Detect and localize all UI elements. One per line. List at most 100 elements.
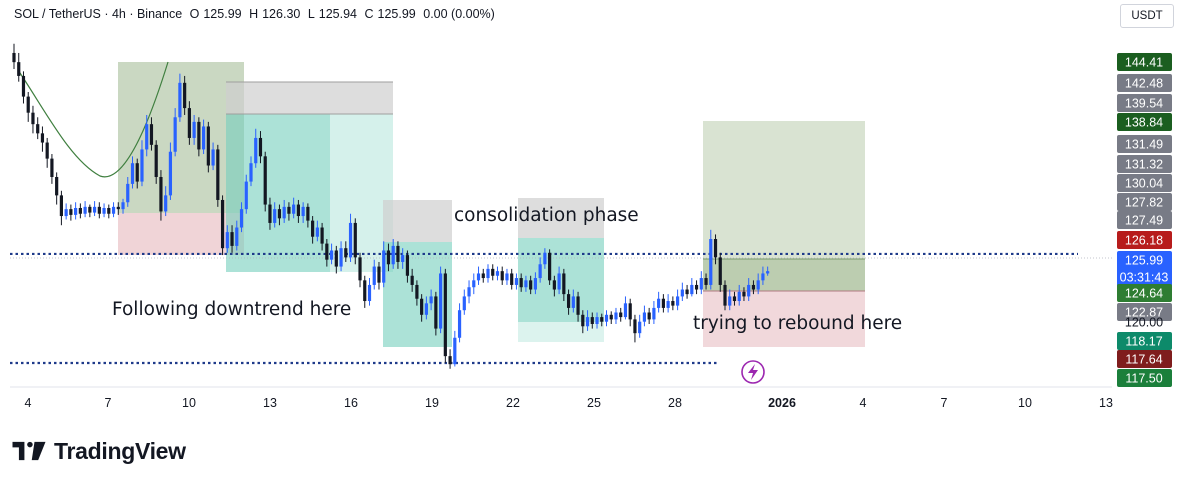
candle-body (230, 232, 234, 246)
tradingview-logo[interactable]: TradingView (12, 436, 186, 466)
candle-body (548, 252, 552, 281)
candle-body (476, 273, 481, 281)
candle-body (500, 271, 504, 281)
price-label: 130.04 (1125, 177, 1163, 191)
close-value: 125.99 (377, 7, 416, 21)
candle-body (652, 307, 656, 320)
time-tick-label: 13 (1099, 396, 1113, 410)
candle-body (173, 117, 177, 152)
consolidation-phase-label: consolidation phase (454, 205, 639, 226)
candle-body (761, 273, 765, 281)
candle-body (600, 317, 604, 322)
time-tick-label: 2026 (768, 396, 796, 410)
high-label: H (249, 7, 259, 21)
candle-body (45, 142, 49, 159)
price-label-bg (1117, 231, 1172, 249)
candle-body (533, 278, 537, 290)
candle-body (206, 126, 210, 166)
ohlc-values: O 125.99 H 126.30 L 125.94 C 125.99 0.00 (0.… (190, 7, 499, 21)
candle-body (467, 287, 471, 297)
candle-body (524, 280, 528, 288)
short-profit-zone-1 (226, 114, 330, 272)
candle-body (263, 156, 267, 205)
candle-body (258, 137, 263, 157)
price-label: 131.32 (1125, 158, 1163, 172)
candle-body (102, 208, 106, 214)
price-label: 144.41 (1125, 56, 1163, 70)
candle-body (239, 209, 244, 228)
candle-body (59, 195, 63, 217)
candle-body (92, 206, 97, 213)
candle-body (292, 204, 296, 214)
candle-body (481, 273, 485, 279)
candle-body (211, 149, 215, 166)
candle-body (543, 252, 547, 265)
candle-body (638, 321, 642, 334)
candle-body (676, 296, 680, 306)
candle-body (391, 245, 395, 265)
candle-body (344, 248, 348, 258)
price-label: 118.17 (1125, 335, 1162, 349)
candle-body (88, 206, 92, 213)
candle-body (439, 273, 443, 329)
candle-body (268, 204, 272, 223)
candle-body (244, 181, 248, 210)
price-label: 131.49 (1125, 138, 1163, 152)
candle-body (225, 232, 229, 249)
candle-body (339, 248, 343, 267)
time-tick-label: 13 (263, 396, 277, 410)
time-tick-label: 10 (1018, 396, 1032, 410)
price-label-bg (1117, 251, 1172, 287)
price-label: 120.00 (1125, 316, 1163, 330)
candle-body (97, 206, 101, 214)
time-tick-label: 25 (587, 396, 601, 410)
price-label-bg (1117, 193, 1172, 211)
candle-body (159, 176, 163, 212)
time-tick-label: 10 (182, 396, 196, 410)
candle-body (111, 206, 116, 214)
candle-body (358, 257, 362, 281)
candle-body (552, 280, 556, 290)
candle-body (154, 144, 158, 177)
candle-body (581, 314, 585, 327)
candle-body (126, 183, 130, 203)
candle-body (657, 298, 661, 308)
lightning-icon[interactable] (741, 360, 765, 384)
currency-button[interactable]: USDT (1120, 4, 1174, 28)
candle-body (107, 208, 111, 214)
candle-body (623, 303, 628, 318)
close-label: C (364, 7, 374, 21)
candle-body (401, 255, 405, 262)
candle-body (69, 209, 73, 215)
candle-body (576, 296, 580, 315)
candle-body (595, 317, 599, 324)
candle-body (31, 112, 35, 125)
candle-body (74, 208, 78, 215)
price-label-bg (1117, 94, 1172, 112)
candle-body (614, 312, 618, 320)
candlestick-series (12, 43, 770, 369)
candle-body (311, 220, 315, 237)
candle-body (216, 149, 220, 200)
price-label: 127.49 (1125, 214, 1163, 228)
candle-body (329, 250, 334, 260)
open-value: 125.99 (203, 7, 242, 21)
candle-body (353, 222, 357, 258)
short-profit-zone-1b (330, 114, 393, 272)
candle-body (334, 250, 338, 267)
candle-body (699, 278, 703, 290)
candle-body (538, 264, 542, 279)
price-axis: 144.41 142.48 139.54 138.84 131.49 131.32 130.… (1117, 53, 1172, 387)
candle-body (12, 52, 16, 63)
candle-body (135, 163, 139, 182)
candle-body (187, 108, 191, 138)
candle-body (348, 222, 353, 258)
candle-body (405, 255, 410, 276)
candle-body (505, 273, 509, 281)
candle-body (685, 289, 689, 295)
price-label: 117.50 (1125, 372, 1162, 386)
candle-body (747, 284, 751, 297)
symbol-title[interactable]: SOL / TetherUS · 4h · Binance (14, 7, 183, 21)
candle-body (604, 314, 609, 322)
